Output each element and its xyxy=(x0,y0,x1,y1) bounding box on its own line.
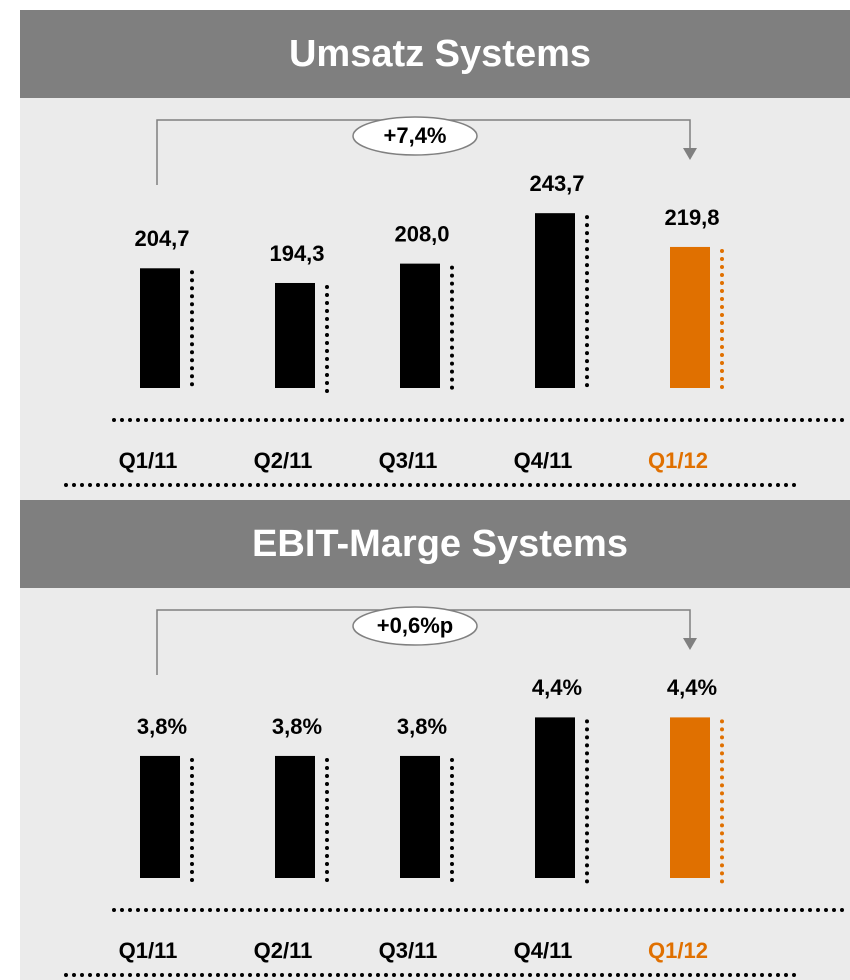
x-tick-label: Q1/12 xyxy=(648,448,708,473)
bar xyxy=(535,213,575,388)
x-tick-label: Q2/11 xyxy=(254,448,313,473)
value-label: 208,0 xyxy=(394,221,449,246)
bar xyxy=(275,282,315,388)
bar xyxy=(670,717,710,878)
bar xyxy=(400,755,440,878)
value-label: 243,7 xyxy=(529,171,584,196)
value-label: 219,8 xyxy=(664,205,719,230)
x-tick-label: Q4/11 xyxy=(514,938,573,963)
value-label: 194,3 xyxy=(269,241,324,266)
arrow-head xyxy=(683,148,697,160)
annotation: +7,4% xyxy=(384,123,447,148)
value-label: 3,8% xyxy=(397,714,447,739)
x-tick-label: Q1/12 xyxy=(648,938,708,963)
x-tick-label: Q3/11 xyxy=(379,448,438,473)
chart-title: EBIT-Marge Systems xyxy=(252,523,628,565)
header xyxy=(20,500,850,588)
chart-title: Umsatz Systems xyxy=(289,33,591,75)
value-label: 4,4% xyxy=(667,675,717,700)
arrow-head xyxy=(683,638,697,650)
header xyxy=(20,10,850,98)
x-tick-label: Q1/11 xyxy=(119,448,178,473)
value-label: 4,4% xyxy=(532,675,582,700)
x-tick-label: Q1/11 xyxy=(119,938,178,963)
bar xyxy=(275,755,315,878)
x-tick-label: Q3/11 xyxy=(379,938,438,963)
bar xyxy=(670,246,710,388)
annotation-bubble xyxy=(352,116,478,156)
value-label: 204,7 xyxy=(134,226,189,251)
bar xyxy=(535,717,575,878)
annotation-bubble xyxy=(352,606,478,646)
x-tick-label: Q2/11 xyxy=(254,938,313,963)
annotation: +0,6%p xyxy=(377,613,453,638)
bar xyxy=(140,755,180,878)
value-label: 3,8% xyxy=(272,714,322,739)
bar xyxy=(140,268,180,388)
x-tick-label: Q4/11 xyxy=(514,448,573,473)
bar xyxy=(400,263,440,388)
value-label: 3,8% xyxy=(137,714,187,739)
